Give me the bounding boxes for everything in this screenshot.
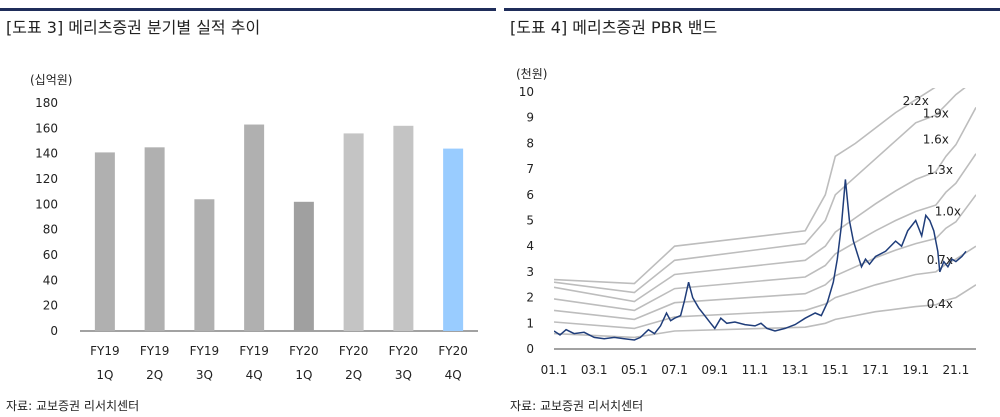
right-source-note: 자료: 교보증권 리서치센터: [510, 399, 644, 413]
bar: [244, 124, 265, 332]
y-tick-label: 5: [526, 214, 534, 228]
y-unit-label: (십억원): [30, 73, 72, 87]
x-tick-label-line: 4Q: [445, 368, 462, 382]
x-tick-label: 07.1: [661, 363, 688, 377]
left-source-note: 자료: 교보증권 리서치센터: [6, 399, 140, 413]
bar: [443, 148, 464, 331]
y-unit-label: (천원): [516, 66, 547, 81]
x-tick-label: 19.1: [902, 363, 929, 377]
pbr-band-label: 0.7x: [927, 253, 953, 267]
x-tick-label-line: FY19: [190, 344, 220, 358]
x-tick-label-line: 1Q: [96, 368, 113, 382]
x-tick-label: FY20 4Q: [438, 344, 468, 382]
x-tick-label-line: 3Q: [196, 368, 213, 382]
bar: [343, 133, 364, 331]
left-figure-title: [도표 3] 메리츠증권 분기별 실적 추이: [6, 18, 261, 37]
y-tick-label: 9: [526, 111, 534, 125]
right-panel: [도표 4] 메리츠증권 PBR 밴드 (천원) 0 1 2 3 4 5 6 7 8 9 10 01.1…: [504, 0, 1000, 417]
x-tick-label: 01.1: [541, 363, 568, 377]
panel-top-rule: [0, 8, 496, 11]
x-tick-label-line: FY20: [339, 344, 369, 358]
x-tick-label: 09.1: [701, 363, 728, 377]
x-tick-label: 13.1: [782, 363, 809, 377]
x-tick-label: FY20 2Q: [339, 344, 369, 382]
y-tick-label: 8: [526, 136, 534, 150]
y-tick-label: 60: [43, 248, 58, 262]
pbr-band-line: [554, 284, 976, 339]
x-tick-label-line: FY19: [239, 344, 269, 358]
x-tick-label: 05.1: [621, 363, 648, 377]
bar: [293, 201, 314, 331]
pbr-band-label: 1.6x: [923, 132, 949, 146]
x-tick-label-line: FY19: [140, 344, 170, 358]
pbr-band-line: [554, 88, 966, 294]
x-tick-label-line: 2Q: [146, 368, 163, 382]
pbr-band-chart: (천원) 0 1 2 3 4 5 6 7 8 9 10 01.1 03.1 05.1 07.1 09.1 11.1…: [516, 66, 976, 377]
y-tick-label: 1: [526, 316, 534, 330]
y-tick-label: 80: [43, 223, 58, 237]
x-tick-label: FY20 3Q: [389, 344, 419, 382]
pbr-band-label: 1.9x: [923, 107, 949, 121]
x-tick-label-line: 3Q: [395, 368, 412, 382]
y-tick-label: 0: [50, 324, 58, 338]
y-tick-label: 2: [526, 291, 534, 305]
y-tick-label: 120: [35, 172, 58, 186]
price-line: [554, 179, 967, 341]
x-tick-label: FY19 4Q: [239, 344, 269, 382]
bar-chart: (십억원) 0 20 40 60 80 100 120 140 160 180 FY19 1Q FY19 2…: [30, 73, 478, 382]
y-tick-label: 180: [35, 96, 58, 110]
bar: [393, 125, 414, 331]
x-tick-label-line: 2Q: [345, 368, 362, 382]
pbr-band-line: [554, 88, 936, 285]
x-tick-label-line: FY20: [389, 344, 419, 358]
x-tick-label: FY19 1Q: [90, 344, 120, 382]
y-tick-label: 10: [519, 85, 534, 99]
x-tick-label-line: FY20: [289, 344, 319, 358]
pbr-band-line: [554, 245, 976, 330]
y-tick-label: 140: [35, 147, 58, 161]
pbr-band-label: 1.0x: [935, 204, 961, 218]
y-tick-label: 4: [526, 239, 534, 253]
y-tick-label: 100: [35, 197, 58, 211]
y-tick-label: 0: [526, 342, 534, 356]
x-tick-label: 17.1: [862, 363, 889, 377]
x-tick-label: 15.1: [822, 363, 849, 377]
bar: [94, 152, 115, 331]
pbr-band-label: 1.3x: [927, 163, 953, 177]
x-tick-label: 03.1: [581, 363, 608, 377]
x-tick-label: FY19 3Q: [190, 344, 220, 382]
y-tick-label: 3: [526, 265, 534, 279]
pbr-band-label: 2.2x: [903, 94, 929, 108]
y-tick-label: 7: [526, 162, 534, 176]
x-tick-label-line: 1Q: [295, 368, 312, 382]
x-tick-label-line: FY20: [438, 344, 468, 358]
y-tick-label: 6: [526, 188, 534, 202]
pbr-band-line: [554, 153, 976, 312]
right-figure-title: [도표 4] 메리츠증권 PBR 밴드: [510, 18, 718, 37]
x-tick-label-line: 4Q: [246, 368, 263, 382]
y-tick-label: 160: [35, 121, 58, 135]
pbr-band-line: [554, 107, 976, 303]
x-tick-label-line: FY19: [90, 344, 120, 358]
x-tick-label: 11.1: [742, 363, 769, 377]
bar: [144, 147, 165, 331]
y-tick-label: 20: [43, 299, 58, 313]
left-panel: [도표 3] 메리츠증권 분기별 실적 추이 (십억원) 0 20 40 60 80 100…: [0, 0, 496, 417]
panel-top-rule: [504, 8, 1000, 11]
y-tick-label: 40: [43, 273, 58, 287]
x-tick-label: FY19 2Q: [140, 344, 170, 382]
pbr-band-label: 0.4x: [927, 297, 953, 311]
x-tick-label: FY20 1Q: [289, 344, 319, 382]
plot-area: [554, 88, 976, 341]
pbr-band-line: [554, 194, 976, 321]
x-tick-label: 21.1: [943, 363, 970, 377]
bar: [194, 199, 215, 331]
